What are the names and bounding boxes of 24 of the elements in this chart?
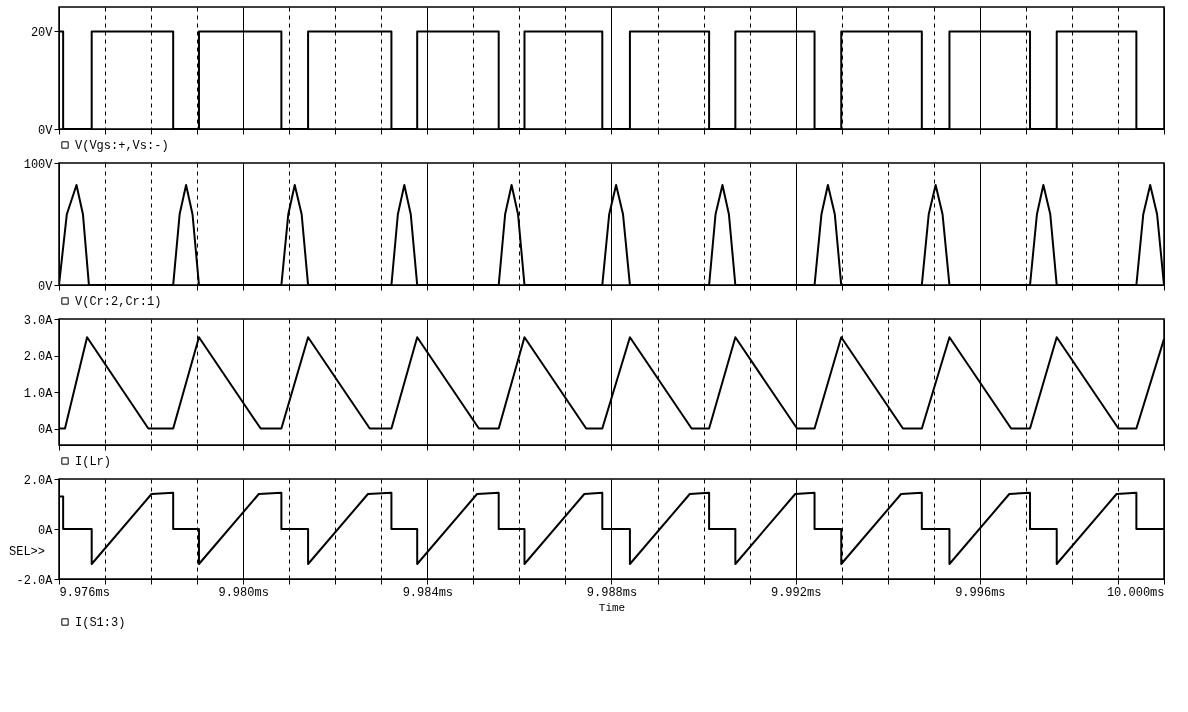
x-tick-label: 9.988ms bbox=[586, 585, 638, 600]
y-tick-label: 0A bbox=[38, 423, 54, 438]
y-tick-label: 3.0A bbox=[23, 313, 54, 328]
y-tick-label: 100V bbox=[23, 157, 54, 172]
y-tick-label: 1.0A bbox=[23, 386, 54, 401]
legend-label: V(Cr:2,Cr:1) bbox=[75, 295, 162, 309]
x-tick-label: 9.984ms bbox=[402, 585, 454, 600]
legend-label: V(Vgs:+,Vs:-) bbox=[75, 139, 169, 153]
x-tick-label: 10.000ms bbox=[1106, 585, 1165, 600]
y-tick-label: 2.0A bbox=[23, 473, 54, 488]
legend-label: I(Lr) bbox=[75, 455, 112, 469]
y-tick-label: 2.0A bbox=[23, 350, 54, 365]
legend-label: I(S1:3) bbox=[75, 616, 126, 630]
y-tick-label: 20V bbox=[30, 25, 54, 40]
y-tick-label: 0A bbox=[38, 523, 54, 538]
y-tick-label: -2.0A bbox=[16, 573, 54, 588]
y-tick-label: 0V bbox=[38, 123, 54, 138]
x-tick-label: 9.996ms bbox=[955, 585, 1006, 600]
y-tick-label: 0V bbox=[38, 279, 54, 294]
x-tick-label: 9.992ms bbox=[770, 585, 822, 600]
text: SEL>> bbox=[9, 545, 46, 559]
x-axis-title: Time bbox=[598, 601, 626, 614]
x-tick-label: 9.980ms bbox=[218, 585, 269, 600]
x-tick-label: 9.976ms bbox=[59, 585, 110, 600]
